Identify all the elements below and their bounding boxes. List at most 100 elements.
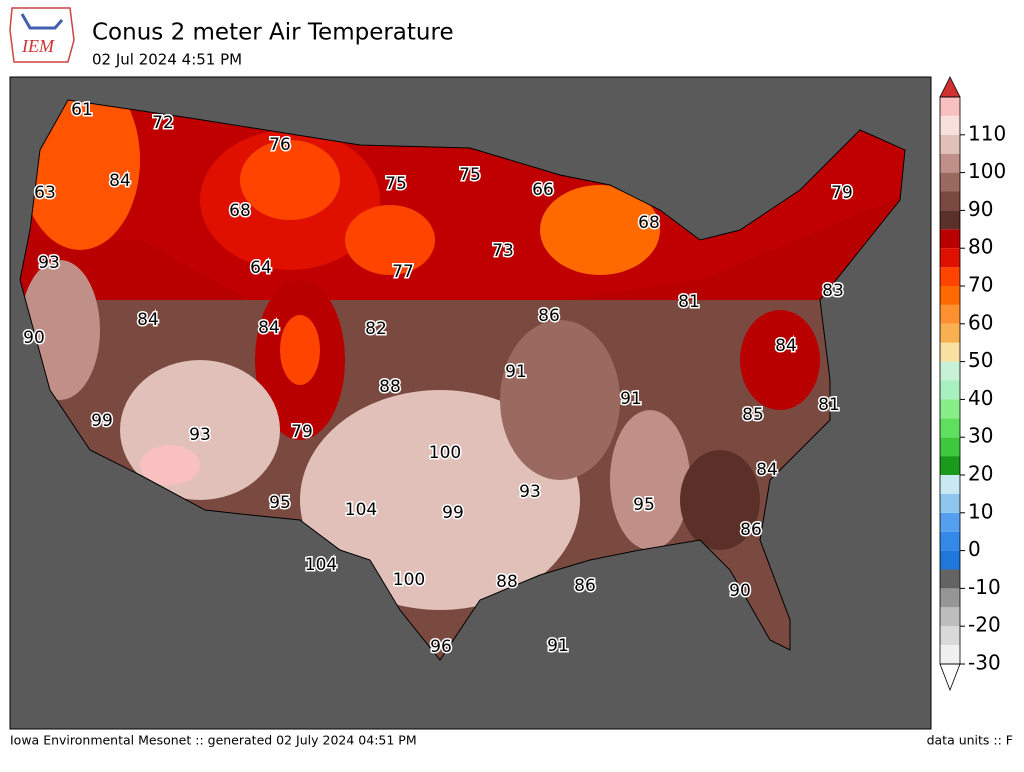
temperature-label: 86: [740, 520, 762, 540]
colorbar-segment: [940, 493, 960, 513]
temperature-label: 93: [189, 425, 211, 445]
colorbar-tick-label: 50: [968, 348, 993, 372]
colorbar-segment: [940, 645, 960, 664]
logo-text: IEM: [21, 36, 55, 56]
temperature-label: 99: [442, 503, 464, 523]
colorbar-tick-label: 70: [968, 273, 993, 297]
temperature-label: 63: [34, 183, 56, 203]
colorbar-segment: [940, 172, 960, 192]
temperature-label: 86: [574, 576, 596, 596]
temperature-label: 61: [71, 100, 93, 120]
colorbar-segment: [940, 512, 960, 532]
colorbar-segment: [940, 248, 960, 268]
temperature-label: 90: [729, 581, 751, 601]
colorbar-tick-label: 40: [968, 386, 993, 410]
colorbar-segment: [940, 475, 960, 494]
temperature-label: 72: [152, 113, 174, 133]
colorbar-segment: [940, 304, 960, 324]
colorbar-tick-label: 90: [968, 197, 993, 221]
colorbar-segment: [940, 229, 960, 249]
colorbar-tick-label: -30: [968, 651, 1001, 675]
temperature-label: 81: [678, 292, 700, 312]
temperature-label: 84: [109, 171, 131, 191]
temperature-label: 95: [269, 493, 291, 513]
colorbar-segment: [940, 607, 960, 627]
temperature-label: 64: [250, 258, 272, 278]
temperature-label: 76: [269, 135, 291, 155]
title: Conus 2 meter Air Temperature: [92, 20, 454, 46]
colorbar-segment: [940, 342, 960, 362]
temperature-label: 68: [638, 213, 660, 233]
temperature-label: 100: [393, 570, 425, 590]
temperature-label: 73: [492, 241, 514, 261]
colorbar-tick-label: 0: [968, 537, 981, 561]
colorbar-segment: [940, 626, 960, 646]
colorbar-segment: [940, 569, 960, 589]
colorbar-segment: [940, 399, 960, 419]
temperature-label: 95: [633, 495, 655, 515]
footer-left: Iowa Environmental Mesonet :: generated …: [10, 733, 417, 748]
temperature-label: 68: [229, 201, 251, 221]
colorbar-frame: [939, 96, 961, 665]
colorbar-segment: [940, 267, 960, 286]
temperature-label: 75: [459, 165, 481, 185]
temperature-label: 85: [742, 405, 764, 425]
temperature-label: 93: [519, 482, 541, 502]
colorbar-segment: [940, 418, 960, 438]
temperature-label: 79: [831, 183, 853, 203]
colorbar-segment: [940, 153, 960, 173]
temperature-label: 88: [496, 572, 518, 592]
temperature-label: 75: [385, 174, 407, 194]
temperature-label: 82: [365, 319, 387, 339]
colorbar-under: [939, 663, 961, 692]
colorbar-segment: [940, 134, 960, 154]
temperature-label: 84: [775, 336, 797, 356]
temperature-labels: 61 72 76 84 63 75 75 66 79 68 68 73 93 64 77 81 83 84 84 82…: [22, 99, 855, 659]
colorbar-tick-label: 80: [968, 235, 993, 259]
temperature-label: 84: [258, 318, 280, 338]
temperature-label: 99: [91, 411, 113, 431]
colorbar-tick-label: 100: [968, 159, 1006, 183]
temperature-label: 90: [23, 328, 45, 348]
subtitle: 02 Jul 2024 4:51 PM: [92, 51, 242, 69]
colorbar-segment: [940, 588, 960, 608]
colorbar-segment: [940, 531, 960, 551]
colorbar-over: [939, 76, 961, 98]
temperature-label: 83: [822, 281, 844, 301]
colorbar-tick-label: 10: [968, 499, 993, 523]
temperature-label: 86: [538, 306, 560, 326]
colorbar-segment: [940, 115, 960, 135]
colorbar-tick-label: 20: [968, 462, 993, 486]
footer-right: data units :: F: [927, 733, 1013, 748]
colorbar: -30 -20 -10 0 10 20 30 40 50 60 70 80 90 100 110: [939, 76, 1006, 692]
colorbar-tick-label: 30: [968, 424, 993, 448]
temperature-label: 81: [818, 395, 840, 415]
colorbar-tick-label: 60: [968, 310, 993, 334]
colorbar-tick-label: -20: [968, 613, 1001, 637]
colorbar-tick-label: -10: [968, 575, 1001, 599]
temperature-label: 91: [505, 362, 527, 382]
colorbar-segment: [940, 97, 960, 116]
temperature-label: 84: [756, 460, 778, 480]
temperature-label: 66: [532, 180, 554, 200]
colorbar-segment: [940, 191, 960, 211]
temperature-label: 84: [137, 310, 159, 330]
temperature-label: 88: [379, 377, 401, 397]
temperature-label: 77: [392, 262, 414, 282]
colorbar-segment: [940, 286, 960, 305]
temperature-label: 79: [291, 422, 313, 442]
colorbar-segment: [940, 210, 960, 230]
colorbar-tick-label: 110: [968, 121, 1006, 145]
colorbar-segment: [940, 550, 960, 570]
map: [9, 76, 932, 730]
colorbar-segment: [940, 456, 960, 475]
colorbar-segment: [940, 323, 960, 343]
logo: IEM: [9, 7, 75, 63]
temperature-label: 91: [547, 636, 569, 656]
colorbar-segment: [940, 361, 960, 381]
temperature-label: 91: [620, 389, 642, 409]
colorbar-segment: [940, 437, 960, 457]
temperature-label: 104: [305, 555, 337, 575]
temperature-label: 96: [430, 637, 452, 657]
